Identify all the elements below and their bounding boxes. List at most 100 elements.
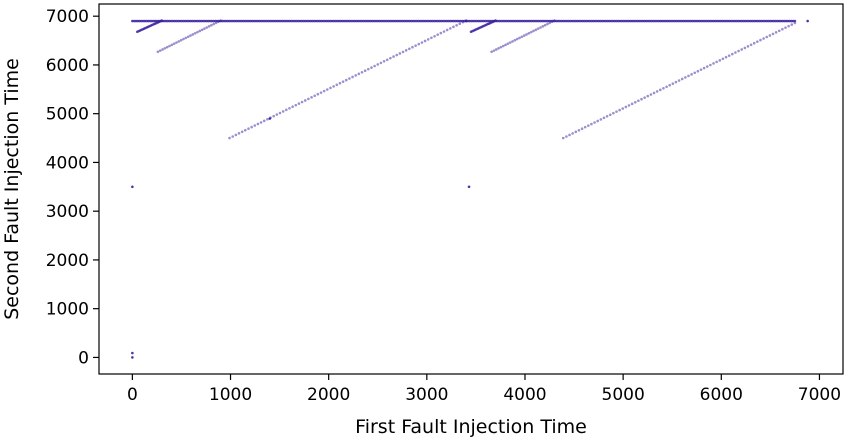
data-point <box>768 34 772 37</box>
data-point <box>630 102 634 106</box>
data-point <box>627 104 631 107</box>
y-tick-label: 1000 <box>46 300 89 320</box>
data-point <box>762 37 765 40</box>
data-point <box>515 37 519 41</box>
data-point <box>417 42 421 46</box>
y-tick-label: 4000 <box>46 153 89 173</box>
data-point <box>756 40 759 43</box>
data-point <box>499 45 503 49</box>
data-point <box>335 83 339 87</box>
data-point <box>543 23 547 27</box>
data-point <box>297 102 301 105</box>
data-point <box>731 52 734 56</box>
data-point <box>790 23 794 26</box>
data-point <box>618 108 621 112</box>
data-point <box>285 108 288 112</box>
data-point <box>646 94 650 98</box>
data-point <box>659 88 662 92</box>
data-point <box>310 96 313 99</box>
data-point <box>781 27 784 31</box>
data-point <box>303 99 307 102</box>
data-point <box>577 128 581 132</box>
data-point <box>527 31 531 35</box>
data-point <box>442 30 446 33</box>
data-point <box>351 75 354 79</box>
data-point <box>621 107 625 110</box>
data-point <box>281 110 285 113</box>
data-point <box>455 23 458 27</box>
x-tick-label: 7000 <box>798 385 841 405</box>
data-point <box>179 38 183 42</box>
data-point <box>189 34 192 37</box>
data-point <box>749 43 753 47</box>
data-point <box>590 122 593 126</box>
x-tick-label: 2000 <box>307 385 350 405</box>
data-point <box>529 30 533 34</box>
data-point <box>165 45 169 49</box>
y-tick-label: 7000 <box>46 7 89 27</box>
data-point <box>275 113 279 116</box>
data-point <box>665 85 668 89</box>
data-point <box>548 21 552 25</box>
data-point <box>214 21 218 25</box>
data-point <box>219 19 223 22</box>
data-point <box>774 31 778 34</box>
data-point <box>777 29 781 33</box>
x-tick-label: 5000 <box>602 385 645 405</box>
data-point <box>411 45 414 49</box>
data-point <box>430 36 433 40</box>
data-point <box>806 19 809 23</box>
data-point <box>198 29 202 33</box>
data-point <box>389 56 392 60</box>
data-point <box>363 69 367 72</box>
data-point <box>743 46 747 50</box>
data-point <box>385 58 389 62</box>
data-point <box>203 27 206 30</box>
data-point <box>699 68 703 71</box>
data-point <box>452 25 455 29</box>
data-point <box>712 62 715 65</box>
y-tick-label: 3000 <box>46 202 89 222</box>
data-point <box>593 121 596 124</box>
data-point <box>131 185 134 189</box>
data-point <box>624 105 628 109</box>
data-point <box>392 55 395 58</box>
data-point <box>186 35 190 39</box>
data-point <box>404 49 408 52</box>
data-point <box>724 55 728 59</box>
data-point <box>426 38 430 41</box>
data-point <box>191 33 195 36</box>
data-point <box>680 77 684 81</box>
data-point <box>322 89 326 93</box>
x-axis-ticks: 0 1000 2000 3000 4000 5000 6000 7000 <box>127 374 841 405</box>
data-point <box>268 117 272 120</box>
data-point <box>793 19 797 23</box>
data-point <box>294 103 298 107</box>
data-point <box>467 185 471 189</box>
data-point <box>445 28 449 32</box>
data-point <box>458 22 462 26</box>
data-point <box>212 22 216 26</box>
data-point <box>662 87 665 90</box>
data-point <box>131 356 134 359</box>
data-point <box>494 48 498 51</box>
data-point <box>541 25 545 28</box>
data-point <box>518 36 521 40</box>
data-point <box>401 50 405 54</box>
data-point <box>234 133 238 137</box>
data-point <box>182 37 185 41</box>
data-point <box>561 136 565 140</box>
data-point <box>360 70 364 74</box>
data-point <box>513 38 517 42</box>
data-point <box>250 125 253 129</box>
data-point <box>160 19 164 22</box>
x-axis-label: First Fault Injection Time <box>355 416 587 438</box>
data-point <box>696 69 700 73</box>
data-point <box>684 76 687 79</box>
data-point <box>272 114 276 118</box>
data-point <box>307 97 310 101</box>
data-point <box>740 48 743 51</box>
data-point <box>196 30 199 34</box>
data-point <box>649 93 653 96</box>
data-point <box>522 34 526 37</box>
